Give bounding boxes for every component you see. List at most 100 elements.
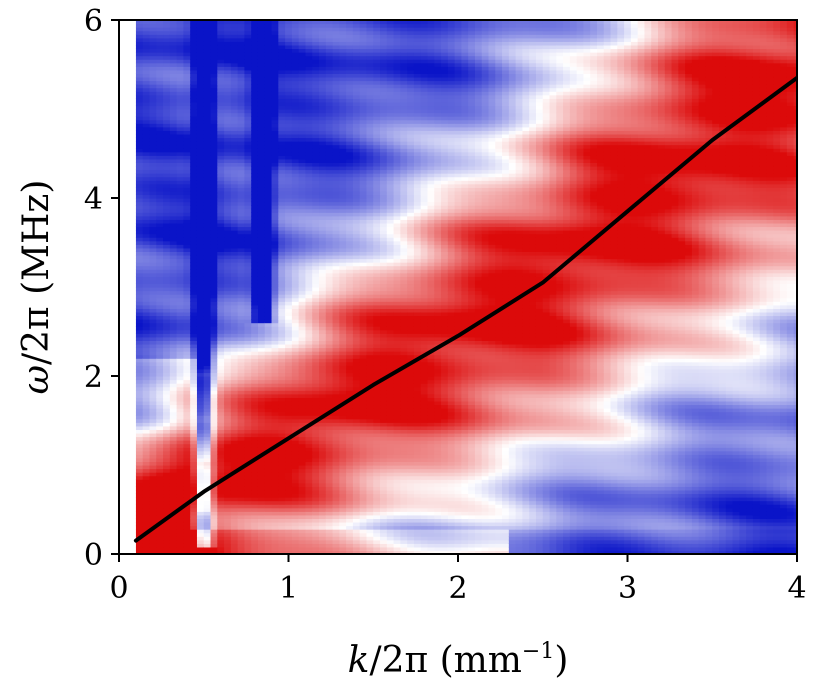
heatmap-cell xyxy=(251,183,259,188)
heatmap-cell xyxy=(346,91,354,96)
heatmap-cell xyxy=(312,376,320,381)
heatmap-cell xyxy=(196,283,205,288)
heatmap-cell xyxy=(346,521,354,527)
heatmap-cell xyxy=(135,393,144,398)
heatmap-cell xyxy=(244,269,252,274)
heatmap-cell xyxy=(319,180,327,185)
heatmap-cell xyxy=(142,119,151,124)
heatmap-cell xyxy=(203,532,212,537)
heatmap-cell xyxy=(156,529,164,534)
heatmap-cell xyxy=(183,379,191,384)
heatmap-cell xyxy=(271,358,279,363)
heatmap-cell xyxy=(183,144,191,149)
heatmap-cell xyxy=(305,30,313,35)
heatmap-cell xyxy=(163,468,171,473)
heatmap-cell xyxy=(244,251,252,256)
heatmap-cell xyxy=(156,404,164,409)
heatmap-cell xyxy=(149,52,157,57)
heatmap-cell xyxy=(230,493,239,498)
heatmap-cell xyxy=(285,536,293,541)
heatmap-cell xyxy=(305,212,313,217)
heatmap-cell xyxy=(285,258,293,263)
heatmap-cell xyxy=(339,265,347,270)
heatmap-cell xyxy=(156,44,164,50)
heatmap-cell xyxy=(210,550,218,554)
heatmap-cell xyxy=(217,340,225,345)
heatmap-cell xyxy=(291,301,300,306)
heatmap-cell xyxy=(257,475,266,480)
heatmap-cell xyxy=(325,368,334,374)
heatmap-cell xyxy=(298,333,307,338)
heatmap-cell xyxy=(156,66,164,71)
heatmap-cell xyxy=(142,361,151,366)
heatmap-cell xyxy=(257,425,266,430)
heatmap-cell xyxy=(264,304,273,309)
heatmap-cell xyxy=(257,258,266,263)
heatmap-cell xyxy=(305,176,313,181)
heatmap-cell xyxy=(339,550,347,554)
heatmap-cell xyxy=(339,397,347,402)
heatmap-cell xyxy=(339,465,347,470)
heatmap-cell xyxy=(278,354,286,359)
heatmap-cell xyxy=(176,475,185,480)
heatmap-cell xyxy=(251,465,259,470)
heatmap-cell xyxy=(278,461,286,466)
heatmap-cell xyxy=(237,514,246,519)
heatmap-cell xyxy=(237,198,246,203)
heatmap-cell xyxy=(149,379,157,384)
heatmap-cell xyxy=(224,187,232,192)
heatmap-cell xyxy=(339,66,347,71)
heatmap-cell xyxy=(339,151,347,156)
heatmap-cell xyxy=(135,518,144,523)
heatmap-cell xyxy=(352,119,361,124)
heatmap-cell xyxy=(346,279,354,285)
heatmap-cell xyxy=(332,447,340,452)
heatmap-cell xyxy=(244,165,252,171)
heatmap-cell xyxy=(271,155,279,160)
heatmap-cell xyxy=(210,187,218,192)
heatmap-cell xyxy=(319,279,327,285)
heatmap-cell xyxy=(163,532,171,537)
heatmap-cell xyxy=(237,358,246,363)
heatmap-cell xyxy=(359,432,368,438)
heatmap-cell xyxy=(142,55,151,60)
heatmap-cell xyxy=(142,418,151,423)
heatmap-cell xyxy=(339,525,347,530)
heatmap-cell xyxy=(264,155,273,160)
heatmap-cell xyxy=(176,66,185,71)
heatmap-cell xyxy=(176,450,185,455)
heatmap-cell xyxy=(169,486,178,491)
heatmap-cell xyxy=(278,226,286,231)
heatmap-cell xyxy=(190,425,198,430)
heatmap-cell xyxy=(352,151,361,156)
heatmap-cell xyxy=(352,489,361,495)
heatmap-cell xyxy=(346,148,354,153)
heatmap-cell xyxy=(339,336,347,341)
heatmap-cell xyxy=(210,351,218,356)
heatmap-cell xyxy=(264,311,273,317)
heatmap-cell xyxy=(210,155,218,160)
heatmap-cell xyxy=(163,151,171,156)
heatmap-cell xyxy=(312,379,320,384)
heatmap-cell xyxy=(203,237,212,242)
heatmap-cell xyxy=(149,336,157,341)
heatmap-cell xyxy=(257,94,266,99)
heatmap-cell xyxy=(251,173,259,178)
heatmap-cell xyxy=(244,386,252,391)
heatmap-cell xyxy=(203,518,212,523)
heatmap-cell xyxy=(217,230,225,235)
heatmap-cell xyxy=(169,383,178,388)
heatmap-cell xyxy=(325,497,334,502)
heatmap-cell xyxy=(169,205,178,210)
heatmap-cell xyxy=(156,208,164,213)
heatmap-cell xyxy=(156,34,164,39)
heatmap-cell xyxy=(278,237,286,242)
heatmap-cell xyxy=(203,489,212,495)
heatmap-cell xyxy=(163,141,171,146)
heatmap-cell xyxy=(257,251,266,256)
heatmap-cell xyxy=(176,190,185,196)
heatmap-cell xyxy=(359,525,368,530)
heatmap-cell xyxy=(285,155,293,160)
heatmap-cell xyxy=(278,109,286,114)
heatmap-cell xyxy=(352,180,361,185)
